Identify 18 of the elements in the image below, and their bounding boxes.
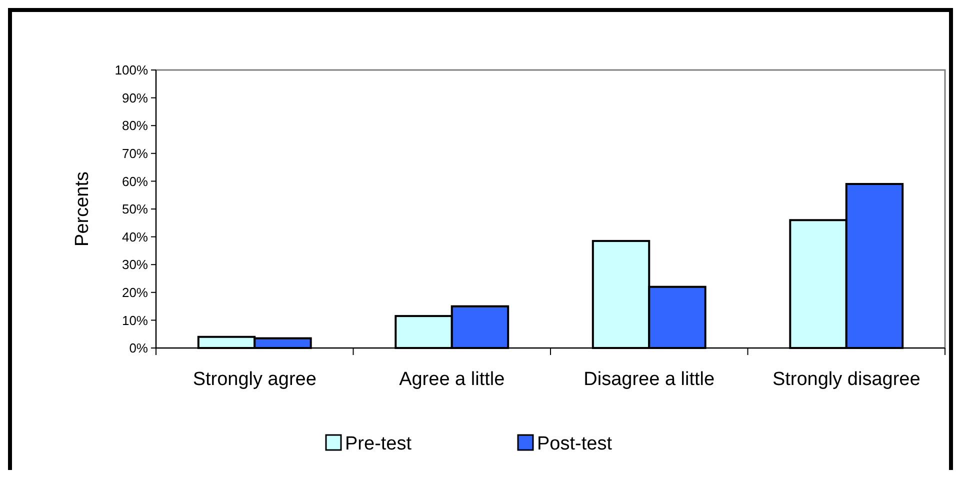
y-tick-label: 10% — [122, 312, 148, 328]
y-tick-label: 60% — [122, 174, 148, 189]
x-tick-label: Strongly disagree — [772, 369, 920, 390]
y-axis-title: Percents — [72, 172, 93, 246]
y-tick-label: 100% — [114, 62, 148, 78]
y-tick-label: 0% — [129, 340, 148, 356]
y-tick-label: 90% — [122, 90, 148, 106]
y-tick-label: 40% — [122, 229, 148, 244]
y-tick-label: 80% — [122, 118, 148, 134]
y-tick-label: 70% — [122, 146, 148, 161]
x-tick-label: Strongly agree — [192, 369, 316, 390]
legend-label: Post-test — [537, 434, 613, 455]
x-tick-label: Disagree a little — [584, 369, 715, 390]
y-tick-label: 50% — [122, 202, 148, 217]
x-tick-label: Agree a little — [399, 369, 505, 390]
legend-label: Pre-test — [345, 434, 412, 455]
y-tick-label: 20% — [122, 284, 148, 300]
y-tick-label: 30% — [122, 257, 148, 272]
